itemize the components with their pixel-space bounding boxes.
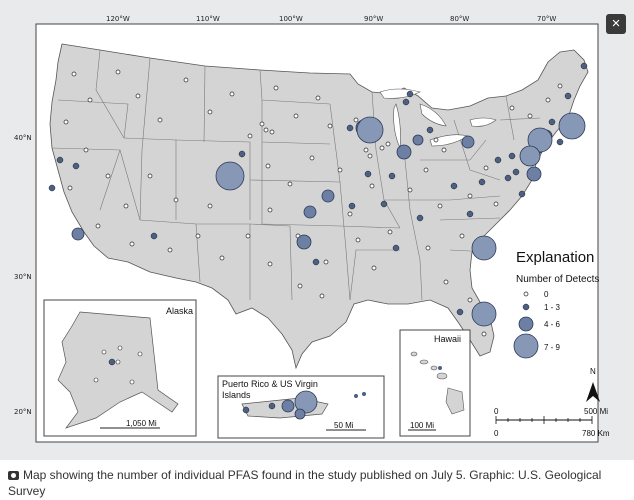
legend-label-3: 7 - 9 <box>544 343 561 352</box>
lon-tick-100: 100°W <box>279 15 303 23</box>
lon-tick-120: 120°W <box>106 15 130 23</box>
puerto-rico-title-line2: Islands <box>222 390 251 400</box>
high-detect-sites <box>215 112 586 327</box>
puerto-rico-title-line1: Puerto Rico & US Virgin <box>222 379 318 389</box>
north-arrow-icon: N <box>586 367 600 402</box>
zero-detect-sites <box>63 69 563 337</box>
legend: Explanation Number of Detects 0 1 - 3 4 … <box>513 249 599 359</box>
hawaii-title: Hawaii <box>434 334 461 344</box>
lat-tick-30: 30°N <box>14 273 32 281</box>
longitude-ticks: 120°W 110°W 100°W 90°W 80°W 70°W <box>106 15 556 23</box>
map-figure: 120°W 110°W 100°W 90°W 80°W 70°W 40°N 30… <box>0 0 634 460</box>
legend-symbol-1 <box>522 303 530 311</box>
pfas-map: 120°W 110°W 100°W 90°W 80°W 70°W 40°N 30… <box>14 15 610 443</box>
legend-title: Explanation <box>516 249 594 266</box>
alaska-scale: 1,050 Mi <box>126 419 157 428</box>
legend-label-2: 4 - 6 <box>544 320 561 329</box>
alaska-title: Alaska <box>166 306 193 316</box>
alaska-inset: Alaska 1,050 Mi <box>43 299 197 437</box>
puerto-rico-scale: 50 Mi <box>334 421 354 430</box>
lon-tick-90: 90°W <box>364 15 383 23</box>
image-caption: Map showing the number of individual PFA… <box>8 467 628 499</box>
north-label: N <box>590 367 596 376</box>
scale-end-bottom: 780 Km <box>582 429 610 438</box>
scale-start-top: 0 <box>494 407 499 416</box>
latitude-ticks: 40°N 30°N 20°N <box>14 134 32 416</box>
scale-start-bottom: 0 <box>494 429 499 438</box>
lon-tick-70: 70°W <box>537 15 556 23</box>
close-button[interactable]: × <box>606 14 626 34</box>
lon-tick-80: 80°W <box>450 15 469 23</box>
hawaii-inset: Hawaii 100 Mi <box>399 329 471 437</box>
legend-symbol-0 <box>523 291 529 297</box>
legend-label-0: 0 <box>544 290 549 299</box>
caption-text: Map showing the number of individual PFA… <box>8 468 602 498</box>
legend-subtitle: Number of Detects <box>516 274 599 285</box>
low-detect-sites <box>48 62 588 316</box>
lat-tick-20: 20°N <box>14 408 32 416</box>
lon-tick-110: 110°W <box>196 15 220 23</box>
lat-tick-40: 40°N <box>14 134 32 142</box>
legend-symbol-3 <box>513 333 539 359</box>
camera-icon <box>8 471 19 480</box>
legend-symbol-2 <box>518 316 534 332</box>
hawaii-scale: 100 Mi <box>410 421 434 430</box>
scale-end-top: 500 Mi <box>584 407 608 416</box>
scale-bar: 0 500 Mi 0 780 Km <box>494 407 610 438</box>
legend-label-1: 1 - 3 <box>544 303 561 312</box>
puerto-rico-inset: Puerto Rico & US Virgin Islands 50 Mi <box>217 375 385 439</box>
state-borders <box>51 49 541 301</box>
